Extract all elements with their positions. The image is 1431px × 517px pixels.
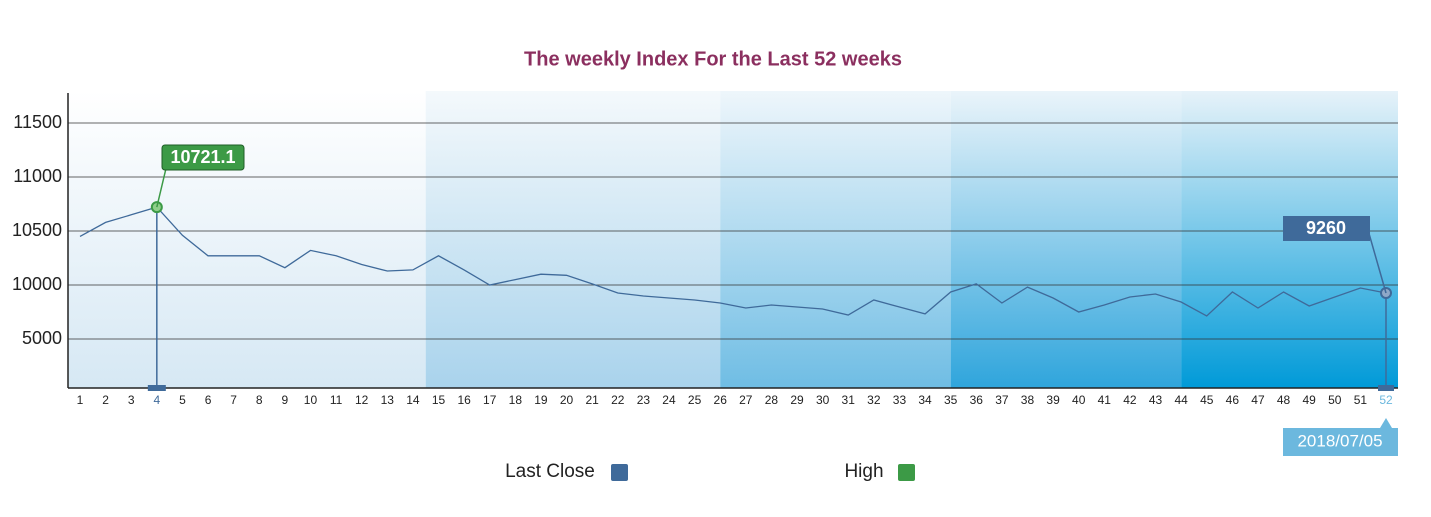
last-label: 9260 bbox=[1306, 218, 1346, 238]
x-tick-label: 39 bbox=[1046, 393, 1060, 407]
x-tick-label: 49 bbox=[1302, 393, 1316, 407]
x-tick-label: 50 bbox=[1328, 393, 1342, 407]
x-tick-label: 19 bbox=[534, 393, 548, 407]
x-tick-label: 3 bbox=[128, 393, 135, 407]
x-tick-label: 34 bbox=[918, 393, 932, 407]
x-tick-label: 29 bbox=[790, 393, 804, 407]
x-tick-label: 2 bbox=[102, 393, 109, 407]
date-pointer bbox=[1380, 418, 1392, 428]
x-tick-label: 6 bbox=[205, 393, 212, 407]
x-tick-label: 42 bbox=[1123, 393, 1137, 407]
band bbox=[68, 91, 426, 388]
x-tick-label: 38 bbox=[1021, 393, 1035, 407]
high-label: 10721.1 bbox=[170, 147, 235, 167]
x-tick-label: 18 bbox=[509, 393, 523, 407]
x-tick-label: 48 bbox=[1277, 393, 1291, 407]
last-callout bbox=[1283, 216, 1370, 241]
x-tick-label: 47 bbox=[1251, 393, 1265, 407]
x-tick-label: 4 bbox=[153, 393, 160, 407]
x-tick-label: 22 bbox=[611, 393, 625, 407]
band bbox=[425, 91, 721, 388]
background-bands bbox=[68, 91, 1398, 388]
x-tick-label: 51 bbox=[1354, 393, 1368, 407]
x-tick-label: 37 bbox=[995, 393, 1009, 407]
x-tick-label: 28 bbox=[765, 393, 779, 407]
band bbox=[720, 91, 951, 388]
x-tick-label: 11 bbox=[330, 393, 343, 407]
series-line bbox=[79, 206, 1387, 317]
y-tick-label: 11500 bbox=[13, 112, 62, 132]
band bbox=[950, 91, 1182, 388]
x-tick-label: 21 bbox=[585, 393, 599, 407]
x-tick-label: 33 bbox=[893, 393, 907, 407]
x-tick-label: 32 bbox=[867, 393, 881, 407]
x-tick-label: 45 bbox=[1200, 393, 1214, 407]
last-foot bbox=[1378, 385, 1394, 391]
x-tick-label: 35 bbox=[944, 393, 958, 407]
x-tick-label: 23 bbox=[637, 393, 651, 407]
x-tick-label: 15 bbox=[432, 393, 446, 407]
high-foot bbox=[147, 385, 166, 391]
chart-title: The weekly Index For the Last 52 weeks bbox=[524, 48, 902, 70]
x-tick-label: 5 bbox=[179, 393, 186, 407]
x-tick-label: 27 bbox=[739, 393, 753, 407]
x-tick-label: 8 bbox=[256, 393, 263, 407]
y-tick-label: 5000 bbox=[22, 328, 62, 348]
x-tick-label: 52 bbox=[1379, 393, 1393, 407]
x-tick-label: 7 bbox=[230, 393, 237, 407]
x-tick-label: 17 bbox=[483, 393, 497, 407]
x-tick-label: 40 bbox=[1072, 393, 1086, 407]
x-tick-label: 43 bbox=[1149, 393, 1163, 407]
x-tick-label: 16 bbox=[457, 393, 471, 407]
high-callout bbox=[161, 144, 245, 171]
x-tick-label: 1 bbox=[77, 393, 84, 407]
y-tick-label: 10500 bbox=[12, 220, 62, 240]
x-tick-label: 13 bbox=[381, 393, 395, 407]
legend-label: Last Close bbox=[505, 461, 595, 482]
date-label: 2018/07/05 bbox=[1297, 431, 1382, 450]
x-tick-label: 30 bbox=[816, 393, 830, 407]
x-tick-label: 41 bbox=[1098, 393, 1112, 407]
x-tick-label: 31 bbox=[842, 393, 856, 407]
legend-swatch bbox=[611, 464, 628, 481]
date-box bbox=[1283, 428, 1398, 456]
x-tick-label: 9 bbox=[282, 393, 289, 407]
x-tick-label: 26 bbox=[714, 393, 728, 407]
x-tick-label: 25 bbox=[688, 393, 702, 407]
x-tick-label: 46 bbox=[1226, 393, 1240, 407]
callout-line bbox=[1367, 229, 1387, 294]
x-tick-label: 24 bbox=[662, 393, 676, 407]
x-tick-label: 20 bbox=[560, 393, 574, 407]
x-tick-label: 10 bbox=[304, 393, 318, 407]
x-tick-label: 44 bbox=[1174, 393, 1188, 407]
y-tick-label: 11000 bbox=[13, 166, 62, 186]
x-tick-label: 12 bbox=[355, 393, 369, 407]
legend-swatch bbox=[898, 464, 915, 481]
x-tick-label: 36 bbox=[970, 393, 984, 407]
x-tick-label: 14 bbox=[406, 393, 420, 407]
legend-label: High bbox=[844, 461, 883, 482]
y-tick-label: 10000 bbox=[12, 274, 62, 294]
